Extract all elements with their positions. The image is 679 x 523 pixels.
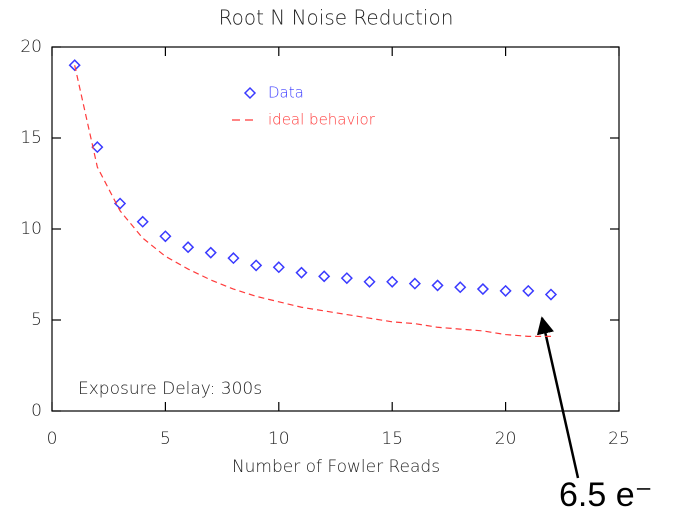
data-point	[182, 241, 195, 254]
data-point	[272, 261, 285, 274]
data-point	[408, 277, 421, 290]
data-point	[318, 270, 331, 283]
y-tick-label: 0	[31, 401, 42, 421]
x-tick-label: 10	[268, 429, 290, 449]
x-tick-label: 0	[47, 429, 58, 449]
plot-frame	[51, 46, 620, 412]
y-tick-label: 5	[31, 310, 42, 330]
data-point	[113, 197, 127, 210]
x-axis-label: Number of Fowler Reads	[232, 457, 440, 477]
data-point	[544, 288, 558, 301]
data-point	[476, 282, 489, 296]
annotation-arrow	[536, 316, 580, 479]
chart-title: Root N Noise Reduction	[219, 6, 454, 30]
x-tick-label: 20	[495, 429, 517, 449]
data-point	[454, 281, 467, 294]
y-tick-label: 20	[20, 37, 42, 57]
data-point	[363, 275, 376, 288]
data-point	[295, 266, 308, 279]
data-point	[431, 279, 444, 292]
data-point	[68, 59, 81, 72]
data-point	[159, 230, 172, 243]
data-point	[340, 272, 353, 285]
data-point	[136, 215, 149, 228]
data-point	[250, 259, 263, 272]
legend-label: ideal behavior	[268, 111, 376, 129]
note: Exposure Delay: 300s	[78, 379, 262, 399]
data-point	[522, 284, 535, 297]
legend-marker	[243, 86, 257, 100]
legend-label: Data	[268, 84, 304, 102]
x-tick-label: 25	[608, 429, 630, 449]
data-point	[227, 252, 240, 265]
data-point	[499, 284, 512, 297]
y-tick-label: 10	[20, 219, 42, 239]
data-point	[204, 246, 217, 259]
ideal-line	[74, 65, 551, 337]
data-point	[91, 141, 104, 154]
x-tick-label: 15	[381, 429, 403, 449]
annotation: 6.5 e⁻	[559, 476, 653, 514]
y-tick-label: 15	[20, 128, 42, 148]
x-tick-label: 5	[160, 429, 171, 449]
data-point	[386, 275, 399, 288]
